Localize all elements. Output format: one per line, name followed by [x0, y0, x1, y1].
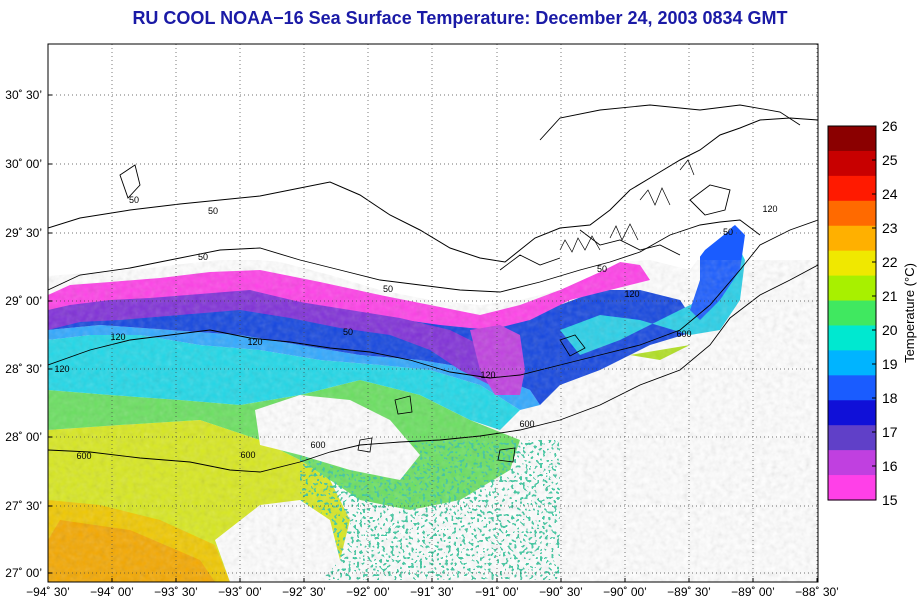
contour-50m — [48, 219, 761, 293]
colorbar-tick-label: 17 — [882, 424, 898, 440]
contour-label: 600 — [76, 451, 91, 461]
colorbar-cell — [828, 275, 876, 302]
contour-label: 600 — [676, 329, 691, 339]
longitude-label: −93˚ 30’ — [154, 585, 198, 599]
latitude-label: 27˚ 00’ — [5, 566, 42, 580]
longitude-label: −92˚ 30’ — [282, 585, 326, 599]
contour-label: 600 — [519, 419, 534, 429]
contour-label: 120 — [624, 289, 639, 299]
longitude-labels: −94˚ 30’ −94˚ 00’ −93˚ 30’ −93˚ 00’ −92˚ 30’… — [26, 578, 839, 599]
longitude-label: −89˚ 00’ — [731, 585, 775, 599]
contour-label: 120 — [54, 364, 69, 374]
contour-label: 120 — [247, 337, 262, 347]
longitude-label: −91˚ 00’ — [475, 585, 519, 599]
colorbar-frame — [827, 125, 877, 501]
latitude-label: 30˚ 00’ — [5, 157, 42, 171]
longitude-label: −93˚ 00’ — [218, 585, 262, 599]
contour-label: 50 — [129, 195, 139, 205]
colorbar-tick-label: 24 — [882, 186, 898, 202]
land-area — [48, 44, 818, 305]
colorbar-cell — [828, 200, 876, 227]
latitude-labels: 30˚ 30’ 30˚ 00’ 29˚ 30’ 29˚ 00’ 28˚ 30’ 28˚ 0… — [5, 88, 52, 580]
colorbar: 26 25 24 23 22 21 20 19 18 17 16 15 Temperature (°C… — [827, 118, 917, 508]
contour-label: 120 — [110, 332, 125, 342]
colorbar-tick-label: 26 — [882, 118, 898, 134]
colorbar-tick-label: 19 — [882, 356, 898, 372]
colorbar-cell — [828, 475, 876, 501]
colorbar-cell — [828, 225, 876, 252]
contour-label: 120 — [480, 370, 495, 380]
contour-label: 50 — [723, 227, 733, 237]
latitude-label: 30˚ 30’ — [5, 88, 42, 102]
longitude-label: −91˚ 30’ — [410, 585, 454, 599]
contour-label: 50 — [343, 327, 353, 337]
colorbar-cell — [828, 425, 876, 451]
map-frame — [47, 43, 819, 583]
contour-label: 120 — [762, 204, 777, 214]
contour-600m — [48, 264, 818, 473]
latitude-label: 27˚ 30’ — [5, 499, 42, 513]
latitude-label: 29˚ 30’ — [5, 226, 42, 240]
map-title: RU COOL NOAA−16 Sea Surface Temperature:… — [132, 8, 788, 28]
longitude-label: −88˚ 30’ — [795, 585, 839, 599]
colorbar-tick-label: 15 — [882, 492, 898, 508]
colorbar-cell — [828, 126, 876, 152]
longitude-label: −90˚ 00’ — [603, 585, 647, 599]
colorbar-cell — [828, 375, 876, 401]
colorbar-cell — [828, 350, 876, 376]
colorbar-title: Temperature (°C) — [902, 263, 917, 363]
longitude-label: −94˚ 30’ — [26, 585, 70, 599]
colorbar-tick-label: 23 — [882, 220, 898, 236]
coastline — [48, 117, 818, 263]
contour-misc — [357, 334, 586, 463]
contour-120m — [48, 219, 818, 379]
contour-label: 50 — [208, 206, 218, 216]
colorbar-cell — [828, 400, 876, 426]
latitude-label: 29˚ 00’ — [5, 294, 42, 308]
colorbar-cell — [828, 250, 876, 277]
colorbar-cell — [828, 325, 876, 351]
marsh-detail — [559, 159, 695, 253]
colorbar-tick-label: 20 — [882, 322, 898, 338]
colorbar-tick-label: 25 — [882, 152, 898, 168]
sst-field: 50 50 50 50 50 50 50 120 120 120 120 120 120 600 600 60… — [48, 44, 818, 582]
colorbar-tick-label: 16 — [882, 458, 898, 474]
colorbar-cell — [828, 150, 876, 177]
contour-label: 50 — [597, 264, 607, 274]
contour-label: 50 — [198, 252, 208, 262]
contour-labels: 50 50 50 50 50 50 50 120 120 120 120 120 120 600 600 60… — [54, 195, 777, 461]
graticule — [48, 44, 818, 582]
colorbar-cell — [828, 300, 876, 327]
colorbar-tick-label: 21 — [882, 288, 898, 304]
latitude-label: 28˚ 00’ — [5, 430, 42, 444]
contour-label: 50 — [383, 284, 393, 294]
contour-label: 600 — [240, 450, 255, 460]
colorbar-cell — [828, 175, 876, 202]
colorbar-tick-label: 22 — [882, 254, 898, 270]
colorbar-cell — [828, 450, 876, 476]
coastline-bays — [119, 104, 801, 271]
longitude-label: −94˚ 00’ — [90, 585, 134, 599]
longitude-label: −89˚ 30’ — [667, 585, 711, 599]
colorbar-tick-label: 18 — [882, 390, 898, 406]
longitude-label: −90˚ 30’ — [539, 585, 583, 599]
longitude-label: −92˚ 00’ — [346, 585, 390, 599]
latitude-label: 28˚ 30’ — [5, 362, 42, 376]
contour-label: 600 — [310, 440, 325, 450]
